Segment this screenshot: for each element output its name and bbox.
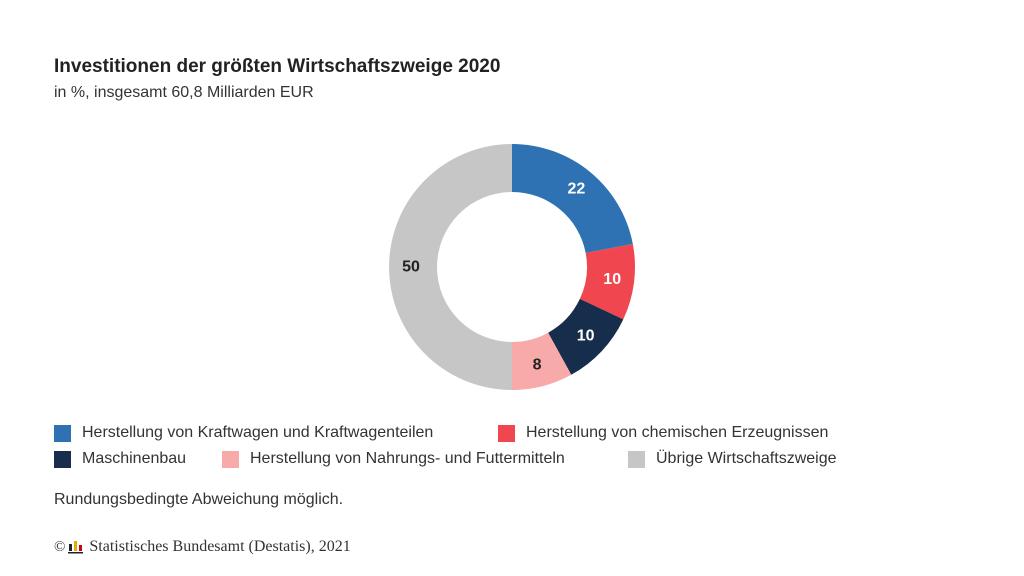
data-label-maschinenbau: 10: [577, 328, 595, 345]
legend-swatch-maschinenbau: [54, 450, 71, 468]
donut-slice-kraftwagen: [512, 144, 633, 253]
source-line: © Statistisches Bundesamt (Destatis), 20…: [54, 538, 351, 556]
legend-label-nahrung: Herstellung von Nahrungs- und Futtermitt…: [250, 450, 565, 467]
data-label-kraftwagen: 22: [567, 181, 585, 198]
donut-slice-chemie: [579, 243, 635, 320]
donut-slice-maschinenbau: [548, 298, 624, 375]
rounding-note: Rundungsbedingte Abweichung möglich.: [54, 491, 344, 508]
legend-label-uebrige: Übrige Wirtschaftszweige: [656, 450, 837, 467]
donut-slice-nahrung: [512, 332, 572, 390]
chart-legend: Herstellung von Kraftwagen und Kraftwage…: [54, 424, 954, 476]
chart-title: Investitionen der größten Wirtschaftszwe…: [54, 56, 501, 77]
legend-item-maschinenbau: Maschinenbau: [54, 450, 186, 468]
data-label-chemie: 10: [603, 271, 621, 288]
donut-slice-uebrige: [389, 144, 512, 390]
legend-swatch-chemie: [498, 424, 515, 442]
legend-item-chemie: Herstellung von chemischen Erzeugnissen: [498, 424, 828, 442]
destatis-logo-icon: [68, 541, 84, 554]
legend-label-chemie: Herstellung von chemischen Erzeugnissen: [526, 424, 829, 441]
legend-item-nahrung: Herstellung von Nahrungs- und Futtermitt…: [222, 450, 565, 468]
legend-swatch-kraftwagen: [54, 424, 71, 442]
legend-swatch-nahrung: [222, 450, 239, 468]
source-text: Statistisches Bundesamt (Destatis), 2021: [89, 538, 351, 555]
legend-label-maschinenbau: Maschinenbau: [82, 450, 187, 467]
legend-item-uebrige: Übrige Wirtschaftszweige: [628, 450, 837, 468]
legend-item-kraftwagen: Herstellung von Kraftwagen und Kraftwage…: [54, 424, 433, 442]
legend-label-kraftwagen: Herstellung von Kraftwagen und Kraftwage…: [82, 424, 434, 441]
copyright-symbol: ©: [54, 538, 66, 555]
data-label-nahrung: 8: [533, 356, 542, 373]
data-label-uebrige: 50: [402, 259, 420, 276]
chart-subtitle: in %, insgesamt 60,8 Milliarden EUR: [54, 84, 314, 101]
legend-swatch-uebrige: [628, 450, 645, 468]
